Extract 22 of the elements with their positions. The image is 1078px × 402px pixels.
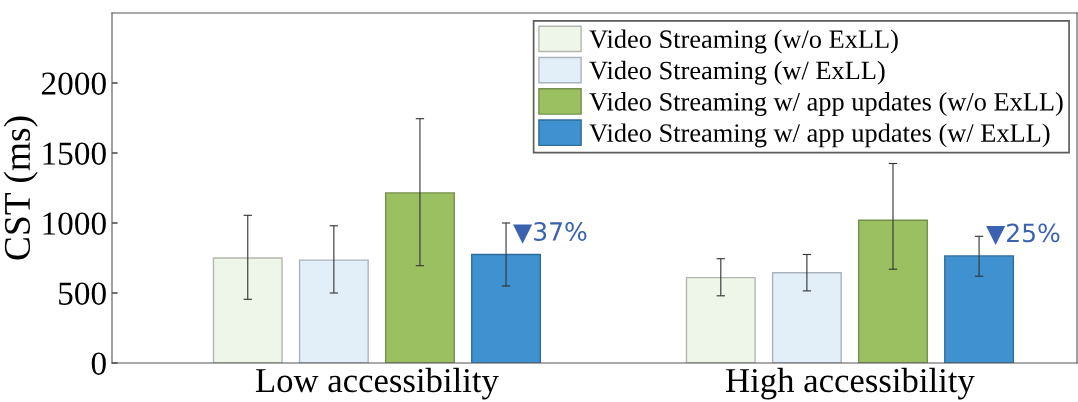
legend-label: Video Streaming (w/ ExLL) [589,60,885,85]
y-tick-label: 2000 [41,72,106,95]
bar [685,276,756,363]
x-tick-label: Low accessibility [255,367,499,400]
bar [384,192,455,363]
bar [771,272,842,363]
bar [944,255,1015,363]
annotation: ▼25% [986,223,1060,246]
legend-label: Video Streaming (w/o ExLL) [589,29,898,54]
legend-label: Video Streaming w/ app updates (w/ ExLL) [589,123,1050,148]
annotation: ▼37% [513,222,587,244]
x-tick-label: High accessibility [726,367,975,400]
y-tick-label: 0 [91,352,106,375]
bar [857,219,928,363]
legend-label: Video Streaming w/ app updates (w/o ExLL) [589,92,1063,117]
y-tick-label: 500 [59,282,106,305]
y-axis-title: CST (ms) [3,116,38,260]
bar [471,253,542,363]
y-tick-label: 1500 [43,142,106,165]
bar [298,259,369,363]
y-tick-label: 1000 [43,212,106,235]
bar [212,257,283,363]
